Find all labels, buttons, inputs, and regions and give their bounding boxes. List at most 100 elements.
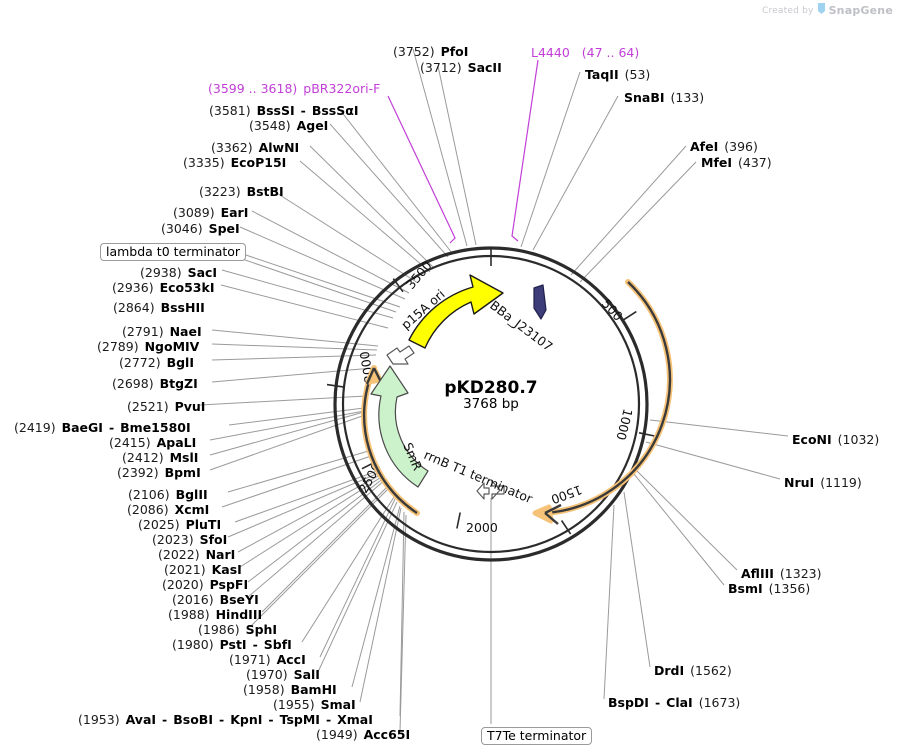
enzyme-site-label[interactable]: (3712) SacII	[420, 61, 502, 74]
enzyme-site-label[interactable]: (1970) SalI	[246, 668, 320, 681]
enzyme-name: AccI	[276, 652, 306, 667]
site-position: (2025)	[138, 517, 180, 532]
svg-text:2000: 2000	[466, 520, 498, 535]
enzyme-site-label[interactable]: (3362) AlwNI	[211, 141, 299, 154]
site-position: (2023)	[152, 532, 194, 547]
enzyme-site-label[interactable]: (2698) BtgZI	[112, 377, 198, 390]
boxed-feature-label[interactable]: lambda t0 terminator	[100, 243, 247, 261]
site-position: (396)	[724, 139, 758, 154]
enzyme-site-label[interactable]: AflIII (1323)	[741, 567, 821, 580]
enzyme-site-label[interactable]: (2521) PvuI	[127, 400, 205, 413]
enzyme-site-label[interactable]: (3335) EcoP15I	[183, 156, 286, 169]
site-position: (2412)	[122, 450, 164, 465]
enzyme-name: SbfI	[263, 637, 292, 652]
enzyme-name: EcoNI	[792, 432, 832, 447]
enzyme-site-label[interactable]: (3581) BssSI - BssSαI	[209, 104, 359, 117]
enzyme-site-label[interactable]: (2938) SacI	[140, 266, 217, 279]
enzyme-site-label[interactable]: AfeI (396)	[690, 140, 758, 153]
feature-rrnb-t1-terminator[interactable]: rrnB T1 terminator	[422, 447, 536, 507]
enzyme-name: KpnI	[230, 712, 263, 727]
enzyme-site-label[interactable]: EcoNI (1032)	[792, 433, 879, 446]
enzyme-site-label[interactable]: (2864) BssHII	[113, 301, 205, 314]
primer-label-l4440[interactable]: L4440 (47 .. 64)	[531, 46, 639, 59]
site-position: (3335)	[183, 155, 225, 170]
enzyme-name: BglII	[175, 487, 208, 502]
enzyme-site-label[interactable]: NruI (1119)	[784, 476, 862, 489]
enzyme-site-label[interactable]: (2772) BglI	[119, 356, 194, 369]
enzyme-site-label[interactable]: SnaBI (133)	[624, 91, 704, 104]
primer-label-pbr322ori-f[interactable]: (3599 .. 3618) pBR322ori-F	[208, 82, 380, 95]
enzyme-site-label[interactable]: (2086) XcmI	[127, 503, 209, 516]
enzyme-site-label[interactable]: (2022) NarI	[158, 548, 235, 561]
enzyme-name: PspFI	[209, 577, 249, 592]
terminator-leader-lines	[236, 251, 492, 724]
enzyme-name: BsoBI	[173, 712, 213, 727]
site-position: (2772)	[119, 355, 161, 370]
enzyme-site-label[interactable]: (1988) HindIII	[168, 608, 262, 621]
feature-lambda-t0-terminator[interactable]	[386, 345, 415, 365]
enzyme-name: PstI	[219, 637, 247, 652]
primer-range: (47 .. 64)	[581, 45, 640, 60]
enzyme-site-label[interactable]: BspDI - ClaI (1673)	[608, 696, 740, 709]
name-separator: -	[218, 712, 225, 727]
enzyme-site-label[interactable]: (2392) BpmI	[117, 466, 201, 479]
enzyme-name: BspDI	[608, 695, 649, 710]
site-position: (3752)	[393, 44, 435, 59]
site-position: (1986)	[198, 622, 240, 637]
enzyme-name: BstBI	[246, 184, 284, 199]
watermark-prefix: Created by	[762, 5, 814, 16]
enzyme-name: BtgZI	[159, 376, 198, 391]
enzyme-site-label[interactable]: (1971) AccI	[229, 653, 306, 666]
site-position: (3362)	[211, 140, 253, 155]
enzyme-site-label[interactable]: (2419) BaeGI - Bme1580I	[14, 421, 191, 434]
enzyme-site-label[interactable]: (2791) NaeI	[122, 325, 202, 338]
plasmid-size: 3768 bp	[463, 396, 519, 412]
enzyme-site-label[interactable]: (2415) ApaLI	[109, 436, 196, 449]
enzyme-site-label[interactable]: (3223) BstBI	[199, 185, 284, 198]
enzyme-site-label[interactable]: (1980) PstI - SbfI	[172, 638, 292, 651]
enzyme-site-label[interactable]: (2936) Eco53kI	[112, 281, 214, 294]
site-position: (1970)	[246, 667, 288, 682]
enzyme-site-label[interactable]: (1958) BamHI	[243, 683, 337, 696]
enzyme-name: NaeI	[169, 324, 202, 339]
enzyme-site-label[interactable]: BsmI (1356)	[728, 582, 810, 595]
enzyme-name: SpeI	[208, 221, 240, 236]
site-position: (133)	[670, 90, 705, 105]
enzyme-site-label[interactable]: (2020) PspFI	[162, 578, 248, 591]
enzyme-site-label[interactable]: (2412) MslI	[122, 451, 198, 464]
enzyme-name: MslI	[169, 450, 199, 465]
enzyme-site-label[interactable]: (1949) Acc65I	[316, 728, 410, 741]
enzyme-name: ClaI	[666, 695, 693, 710]
feature-smr[interactable]: SmR	[370, 365, 429, 488]
site-position: (2521)	[127, 399, 169, 414]
site-position: (1958)	[243, 682, 285, 697]
enzyme-name: EcoP15I	[230, 155, 287, 170]
enzyme-name: HindIII	[215, 607, 263, 622]
enzyme-name: SfoI	[199, 532, 228, 547]
enzyme-site-label[interactable]: (2021) KasI	[164, 563, 242, 576]
enzyme-site-label[interactable]: (3752) PfoI	[393, 45, 468, 58]
enzyme-site-label[interactable]: (2025) PluTI	[138, 518, 221, 531]
site-position: (3581)	[209, 103, 251, 118]
enzyme-site-label[interactable]: (3548) AgeI	[249, 119, 328, 132]
enzyme-site-label[interactable]: (1986) SphI	[198, 623, 277, 636]
enzyme-site-label[interactable]: (2016) BseYI	[172, 593, 259, 606]
enzyme-site-label[interactable]: (2789) NgoMIV	[97, 340, 199, 353]
enzyme-site-label[interactable]: (1953) AvaI - BsoBI - KpnI - TspMI - XmaI	[78, 713, 373, 726]
site-position: (2938)	[140, 265, 182, 280]
enzyme-site-label[interactable]: TaqII (53)	[585, 68, 650, 81]
boxed-feature-label[interactable]: T7Te terminator	[481, 727, 593, 745]
enzyme-site-label[interactable]: (1955) SmaI	[273, 698, 356, 711]
enzyme-name: PfoI	[440, 44, 469, 59]
enzyme-site-label[interactable]: (3089) EarI	[173, 206, 248, 219]
site-position: (1562)	[690, 663, 732, 678]
enzyme-site-label[interactable]: (2106) BglII	[128, 488, 208, 501]
enzyme-site-label[interactable]: (2023) SfoI	[152, 533, 227, 546]
primer-range: (3599 .. 3618)	[208, 81, 298, 96]
enzyme-name: PluTI	[185, 517, 222, 532]
name-separator: -	[162, 712, 168, 727]
enzyme-site-label[interactable]: MfeI (437)	[701, 156, 772, 169]
enzyme-site-label[interactable]: DrdI (1562)	[654, 664, 732, 677]
enzyme-site-label[interactable]: (3046) SpeI	[161, 222, 240, 235]
